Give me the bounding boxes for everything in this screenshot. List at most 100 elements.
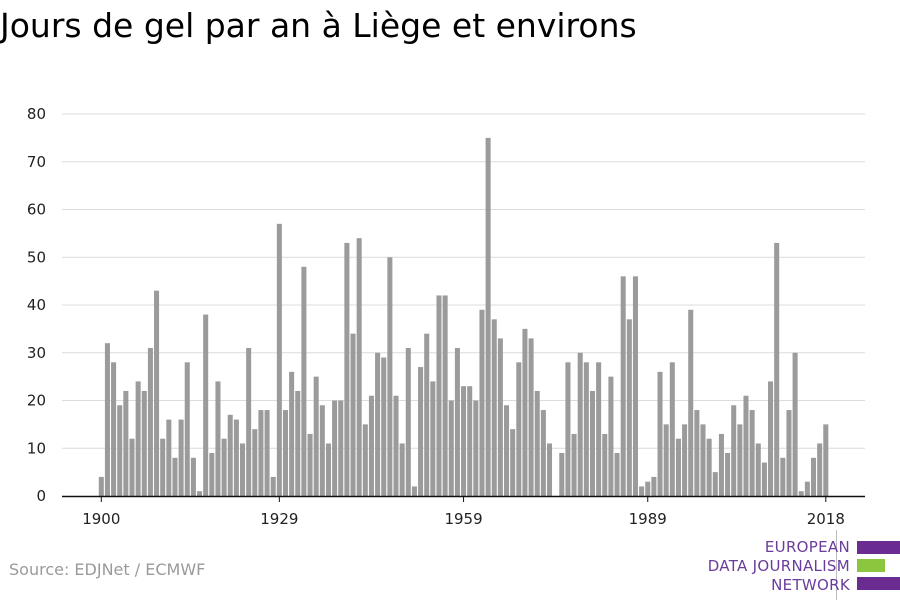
logo-bar-purple-top (857, 541, 900, 554)
bar-1980 (589, 390, 596, 496)
bar-1960 (467, 386, 473, 496)
bar-1935 (313, 376, 319, 496)
bar-1955 (436, 295, 442, 496)
bar-1905 (129, 438, 135, 496)
bar-1993 (669, 362, 675, 496)
bar-2017 (817, 443, 823, 496)
bar-1964 (491, 319, 497, 496)
y-tick-label: 10 (27, 439, 46, 457)
bar-1929 (276, 223, 282, 496)
bar-2011 (780, 457, 786, 496)
bar-1942 (356, 238, 362, 496)
y-tick-label: 80 (27, 105, 46, 123)
bar-1985 (620, 276, 626, 496)
x-tick-label: 2018 (807, 510, 845, 528)
bar-1922 (233, 419, 239, 496)
bar-2009 (768, 381, 774, 496)
bar-1943 (362, 424, 368, 496)
bar-1986 (626, 319, 632, 496)
bar-2015 (804, 481, 810, 496)
bar-1977 (571, 433, 577, 496)
y-tick-label: 60 (27, 201, 46, 219)
bar-2010 (774, 242, 780, 496)
bar-1938 (332, 400, 338, 496)
bar-1917 (203, 314, 209, 496)
bar-1970 (528, 338, 534, 496)
bar-1957 (448, 400, 454, 496)
bar-2001 (718, 433, 724, 496)
x-tick-label: 1989 (629, 510, 667, 528)
bar-1936 (319, 405, 325, 496)
source-note: Source: EDJNet / ECMWF (9, 560, 206, 579)
bar-1949 (399, 443, 405, 496)
bar-1909 (154, 290, 160, 496)
bar-1956 (442, 295, 448, 496)
bar-1901 (104, 343, 110, 496)
bar-2002 (725, 453, 731, 496)
bar-1924 (246, 347, 252, 496)
bar-1979 (583, 362, 589, 496)
bar-1994 (675, 438, 681, 496)
bar-1990 (651, 476, 657, 496)
bar-1963 (485, 137, 491, 496)
bar-1959 (461, 386, 467, 496)
bar-1951 (411, 486, 417, 496)
bar-1947 (387, 257, 393, 496)
y-axis-ticks: 0 10 20 30 40 50 60 70 80 (27, 105, 46, 505)
bar-1972 (540, 410, 546, 496)
bar-1902 (111, 362, 117, 496)
y-tick-label: 50 (27, 248, 46, 266)
bar-1953 (424, 333, 430, 496)
bar-1998 (700, 424, 706, 496)
logo-divider (836, 530, 837, 600)
y-tick-label: 40 (27, 296, 46, 314)
bar-1919 (215, 381, 221, 496)
bar-1941 (350, 333, 356, 496)
bar-1987 (632, 276, 638, 496)
bar-1903 (117, 405, 123, 496)
logo-bar-green (857, 559, 885, 572)
bar-2000 (712, 472, 718, 496)
bar-1952 (418, 367, 424, 496)
bar-1992 (663, 424, 669, 496)
bar-1921 (227, 414, 233, 496)
bar-1988 (639, 486, 645, 496)
chart-title: Jours de gel par an à Liège et environs (0, 6, 637, 45)
x-tick-label: 1959 (444, 510, 482, 528)
bar-1923 (239, 443, 246, 496)
y-tick-label: 30 (27, 344, 46, 362)
bar-1913 (178, 419, 184, 496)
bar-1962 (479, 309, 485, 496)
bar-2005 (743, 395, 749, 496)
bar-1961 (473, 400, 479, 496)
bar-1930 (282, 410, 289, 496)
bar-1973 (546, 443, 553, 496)
bar-2013 (792, 352, 798, 496)
bar-1950 (405, 347, 411, 496)
bar-1997 (694, 410, 700, 496)
bar-1910 (160, 438, 166, 496)
edjnet-logo: EUROPEAN DATA JOURNALISM NETWORK (690, 530, 900, 600)
bar-2007 (755, 443, 761, 496)
bar-1965 (497, 338, 503, 496)
bar-2008 (761, 462, 767, 496)
bar-1933 (301, 266, 307, 496)
bar-2003 (731, 405, 737, 496)
bar-1927 (264, 410, 270, 496)
bar-2016 (811, 457, 817, 496)
bar-1916 (197, 491, 203, 496)
bar-1946 (381, 357, 387, 496)
bar-1920 (221, 438, 227, 496)
x-tick-label: 1900 (82, 510, 120, 528)
bar-1932 (295, 390, 301, 496)
y-tick-label: 0 (36, 487, 46, 505)
bar-1912 (172, 457, 178, 496)
bar-1908 (147, 347, 153, 496)
bar-1981 (596, 362, 602, 496)
bar-2006 (749, 410, 755, 496)
bar-2004 (737, 424, 743, 496)
bar-1989 (645, 481, 651, 496)
bar-1934 (307, 433, 313, 496)
bar-1937 (325, 443, 331, 496)
